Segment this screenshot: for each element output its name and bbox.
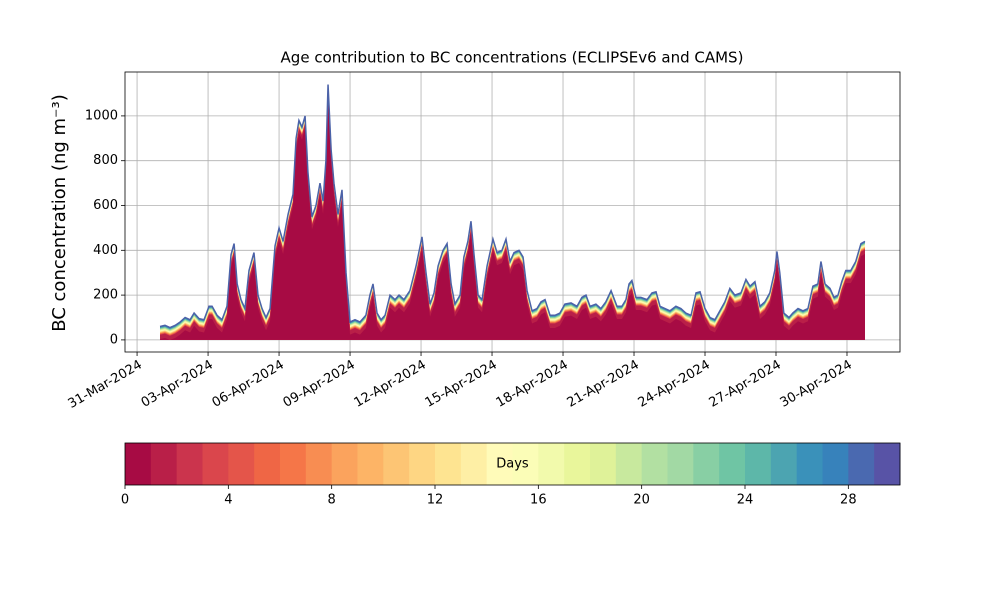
colorbar-cell [641,443,668,485]
colorbar-cell [280,443,307,485]
colorbar-cell [254,443,281,485]
colorbar-cell [228,443,255,485]
chart-title: Age contribution to BC concentrations (E… [281,49,744,67]
x-tick-label: 31-Mar-2024 [66,358,145,412]
colorbar-tick-label: 0 [121,493,129,508]
colorbar-tick-label: 28 [840,493,857,508]
colorbar-tick-label: 20 [633,493,650,508]
colorbar-cell [460,443,488,485]
colorbar-cell [383,443,410,485]
colorbar-cell [357,443,384,485]
colorbar-tick-label: 12 [427,493,444,508]
colorbar-cell [202,443,229,485]
y-axis-label: BC concentration (ng m⁻³) [49,94,70,332]
x-tick-label: 30-Apr-2024 [778,358,855,411]
colorbar-cell [150,443,178,485]
y-tick-label: 0 [110,332,118,347]
colorbar-cell [745,443,772,485]
colorbar-frame [124,442,901,486]
y-tick-label: 400 [93,243,118,258]
y-tick-label: 200 [93,288,118,303]
y-tick-label: 800 [93,153,118,168]
colorbar-cell [615,443,643,485]
x-tick-label: 15-Apr-2024 [423,358,500,411]
colorbar-label: Days [496,457,529,472]
colorbar-cell [176,443,203,485]
colorbar-cell [409,443,436,485]
colorbar-cell [590,443,617,485]
colorbar-cell [822,443,849,485]
x-tick-label: 09-Apr-2024 [281,358,358,411]
age-layer [160,97,865,340]
colorbar-cell [125,443,152,485]
y-tick-label: 600 [93,198,118,213]
colorbar-tick-label: 16 [530,493,547,508]
colorbar-cell [538,443,565,485]
colorbar-cell [770,443,798,485]
colorbar-cell [486,443,513,485]
x-tick-label: 27-Apr-2024 [707,358,784,411]
colorbar-cell [848,443,875,485]
x-tick-label: 06-Apr-2024 [210,358,287,411]
colorbar-cell [305,443,333,485]
y-tick-label: 1000 [85,108,118,123]
x-tick-label: 24-Apr-2024 [636,358,713,411]
colorbar-cell [796,443,823,485]
series-line [159,84,866,329]
x-tick-label: 18-Apr-2024 [494,358,571,411]
colorbar-cell [512,443,539,485]
x-tick-label: 12-Apr-2024 [352,358,429,411]
x-tick-label: 03-Apr-2024 [139,358,216,411]
plot-frame [124,71,901,353]
colorbar-tick-label: 4 [224,493,232,508]
colorbar-cell [874,443,901,485]
colorbar-cell [331,443,358,485]
colorbar-tick-label: 24 [737,493,754,508]
colorbar-cell [719,443,746,485]
colorbar-cell [435,443,462,485]
colorbar-cell [693,443,720,485]
colorbar-tick-label: 8 [328,493,336,508]
x-tick-label: 21-Apr-2024 [565,358,642,411]
colorbar-cell [564,443,591,485]
colorbar-cell [667,443,694,485]
